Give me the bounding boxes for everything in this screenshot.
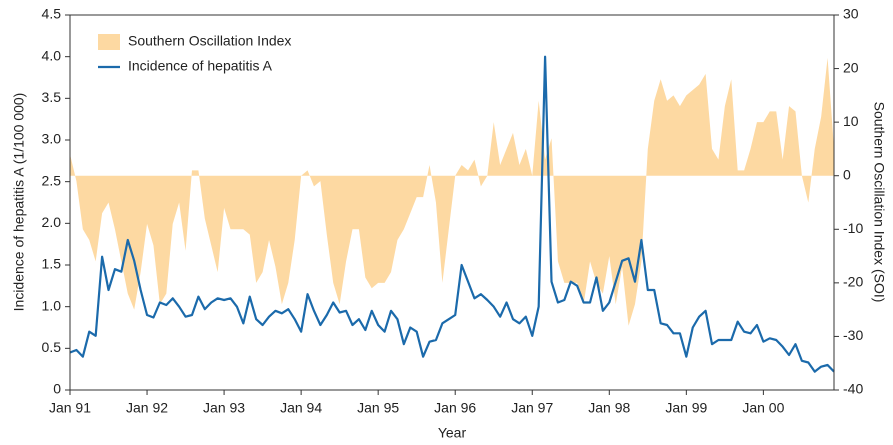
x-tick-label: Jan 96: [434, 400, 476, 416]
y2-tick-label: -10: [843, 220, 863, 236]
y-tick-label: 3.0: [42, 131, 62, 147]
y2-axis-label: Southern Oscillation Index (SOI): [871, 102, 887, 303]
y-tick-label: 0.5: [42, 339, 62, 355]
x-tick-label: Jan 93: [203, 400, 245, 416]
x-tick-label: Jan 00: [742, 400, 784, 416]
y2-tick-label: 30: [843, 6, 859, 22]
y2-tick-label: 10: [843, 113, 859, 129]
hepatitis-line: [69, 55, 835, 373]
x-tick-label: Jan 98: [588, 400, 630, 416]
y-tick-label: 2.5: [42, 172, 62, 188]
legend-label: Southern Oscillation Index: [128, 33, 291, 49]
x-tick-label: Jan 92: [126, 400, 168, 416]
y2-tick-label: 0: [843, 166, 851, 182]
x-tick-label: Jan 99: [665, 400, 707, 416]
x-tick-label: Jan 95: [357, 400, 399, 416]
y2-tick-label: 20: [843, 59, 859, 75]
y-tick-label: 4.0: [42, 47, 62, 63]
y2-tick-label: -30: [843, 327, 863, 343]
x-axis-label: Year: [438, 425, 467, 441]
y-tick-label: 1.0: [42, 297, 62, 313]
plot-frame: [69, 14, 835, 391]
y-axis-label: Incidence of hepatitis A (1/100 000): [11, 93, 27, 312]
y-tick-label: 0: [53, 381, 61, 397]
x-tick-label: Jan 97: [511, 400, 553, 416]
x-tick-label: Jan 91: [49, 400, 91, 416]
y-tick-label: 4.5: [42, 6, 62, 22]
y-tick-label: 3.5: [42, 89, 62, 105]
soi-area: [70, 57, 834, 326]
y-tick-label: 1.5: [42, 256, 62, 272]
legend-label: Incidence of hepatitis A: [128, 58, 273, 74]
legend-swatch: [98, 34, 120, 50]
y2-tick-label: -20: [843, 274, 863, 290]
y2-tick-label: -40: [843, 381, 863, 397]
x-tick-label: Jan 94: [280, 400, 322, 416]
y-tick-label: 2.0: [42, 214, 62, 230]
